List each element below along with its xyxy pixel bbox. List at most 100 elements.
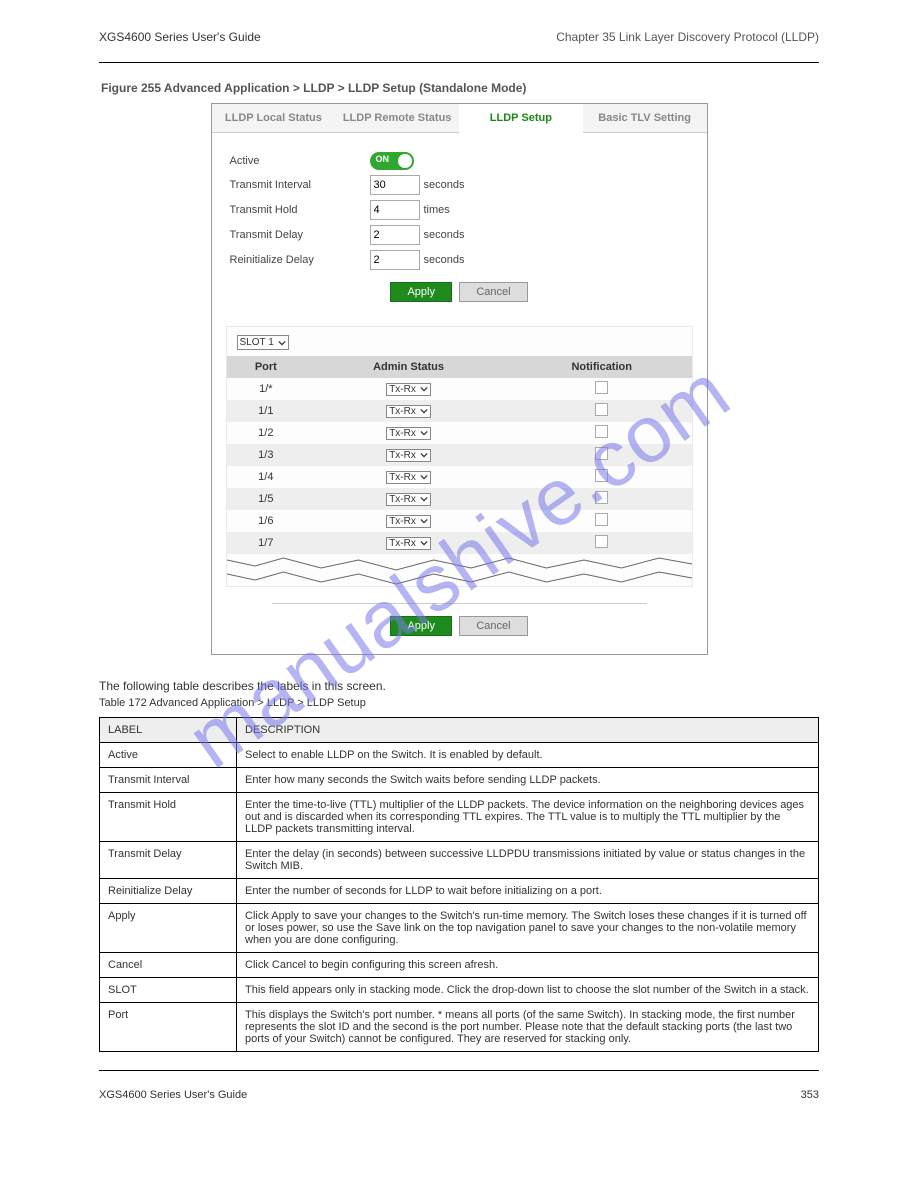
doc-desc-cell: This displays the Switch's port number. … <box>237 1003 819 1052</box>
table-row: 1/6 Tx-Rx <box>227 510 692 532</box>
notification-checkbox[interactable] <box>595 535 608 548</box>
chevron-down-icon <box>420 451 428 459</box>
admin-status-select[interactable]: Tx-Rx <box>386 515 431 528</box>
notification-checkbox[interactable] <box>595 469 608 482</box>
doc-label-cell: Port <box>100 1003 237 1052</box>
doc-row: Transmit DelayEnter the delay (in second… <box>100 842 819 879</box>
tab-basic-tlv[interactable]: Basic TLV Setting <box>583 104 707 133</box>
tab-lldp-setup[interactable]: LLDP Setup <box>459 104 583 133</box>
admin-status-select[interactable]: Tx-Rx <box>386 383 431 396</box>
doc-label-cell: SLOT <box>100 978 237 1003</box>
cancel-button[interactable]: Cancel <box>459 282 527 302</box>
table-row: 1/* Tx-Rx <box>227 378 692 400</box>
chevron-down-icon <box>420 429 428 437</box>
chevron-down-icon <box>420 539 428 547</box>
table-row: 1/7 Tx-Rx <box>227 532 692 554</box>
port-cell: 1/7 <box>227 532 306 554</box>
admin-status-select[interactable]: Tx-Rx <box>386 471 431 484</box>
doc-desc-cell: Select to enable LLDP on the Switch. It … <box>237 743 819 768</box>
slot-select[interactable]: SLOT 1 <box>237 335 289 350</box>
port-cell: 1/1 <box>227 400 306 422</box>
table-row: 1/5 Tx-Rx <box>227 488 692 510</box>
doc-desc-cell: Enter the time-to-live (TTL) multiplier … <box>237 793 819 842</box>
table-row: 1/1 Tx-Rx <box>227 400 692 422</box>
table-row: 1/3 Tx-Rx <box>227 444 692 466</box>
active-toggle[interactable]: ON <box>370 152 414 170</box>
doc-label-cell: Transmit Interval <box>100 768 237 793</box>
torn-edge-icon <box>227 554 692 586</box>
notification-checkbox[interactable] <box>595 447 608 460</box>
port-cell: 1/5 <box>227 488 306 510</box>
transmit-hold-unit: times <box>424 204 450 216</box>
chevron-down-icon <box>278 339 286 347</box>
doc-label-cell: Apply <box>100 904 237 953</box>
admin-status-select[interactable]: Tx-Rx <box>386 537 431 550</box>
tab-local-status[interactable]: LLDP Local Status <box>212 104 336 133</box>
cancel-button-bottom[interactable]: Cancel <box>459 616 527 636</box>
table-row: 1/4 Tx-Rx <box>227 466 692 488</box>
apply-button-bottom[interactable]: Apply <box>390 616 452 636</box>
doc-row: Reinitialize DelayEnter the number of se… <box>100 879 819 904</box>
notification-checkbox[interactable] <box>595 425 608 438</box>
doc-desc-cell: Enter how many seconds the Switch waits … <box>237 768 819 793</box>
table-row: 1/2Tx-Rx <box>227 422 692 444</box>
port-cell: 1/4 <box>227 466 306 488</box>
doc-label-cell: Active <box>100 743 237 768</box>
port-table-area: SLOT 1 Port Admin Status Notification 1/… <box>226 326 693 587</box>
doc-row: ApplyClick Apply to save your changes to… <box>100 904 819 953</box>
doc-label-cell: Reinitialize Delay <box>100 879 237 904</box>
transmit-interval-input[interactable] <box>370 175 420 195</box>
table-intro-text: The following table describes the labels… <box>99 679 819 693</box>
admin-status-select[interactable]: Tx-Rx <box>386 493 431 506</box>
transmit-delay-input[interactable] <box>370 225 420 245</box>
doc-th-desc: DESCRIPTION <box>237 718 819 743</box>
active-label: Active <box>230 155 370 167</box>
footer-divider <box>99 1070 819 1071</box>
port-cell: 1/* <box>227 378 306 400</box>
port-cell: 1/3 <box>227 444 306 466</box>
footer-page: 353 <box>801 1089 819 1101</box>
port-table: Port Admin Status Notification 1/*Tx-Rx1… <box>227 356 692 554</box>
col-admin: Admin Status <box>305 356 512 378</box>
slot-select-text: SLOT 1 <box>240 337 274 348</box>
notification-checkbox[interactable] <box>595 491 608 504</box>
reinit-delay-input[interactable] <box>370 250 420 270</box>
doc-row: Transmit HoldEnter the time-to-live (TTL… <box>100 793 819 842</box>
doc-th-label: LABEL <box>100 718 237 743</box>
tab-bar: LLDP Local Status LLDP Remote Status LLD… <box>212 104 707 133</box>
reinit-delay-label: Reinitialize Delay <box>230 254 370 266</box>
doc-desc-cell: Click Apply to save your changes to the … <box>237 904 819 953</box>
doc-desc-cell: Enter the delay (in seconds) between suc… <box>237 842 819 879</box>
transmit-delay-label: Transmit Delay <box>230 229 370 241</box>
doc-row: ActiveSelect to enable LLDP on the Switc… <box>100 743 819 768</box>
doc-label-cell: Transmit Hold <box>100 793 237 842</box>
toggle-text: ON <box>376 154 390 164</box>
transmit-hold-input[interactable] <box>370 200 420 220</box>
chevron-down-icon <box>420 517 428 525</box>
notification-checkbox[interactable] <box>595 403 608 416</box>
form-area: Active ON Transmit Interval seconds Tran… <box>212 133 707 326</box>
manual-title: XGS4600 Series User's Guide <box>99 30 261 44</box>
admin-status-select[interactable]: Tx-Rx <box>386 449 431 462</box>
doc-desc-cell: Click Cancel to begin configuring this s… <box>237 953 819 978</box>
apply-button[interactable]: Apply <box>390 282 452 302</box>
tab-remote-status[interactable]: LLDP Remote Status <box>335 104 459 133</box>
transmit-interval-label: Transmit Interval <box>230 179 370 191</box>
doc-label-cell: Transmit Delay <box>100 842 237 879</box>
notification-checkbox[interactable] <box>595 381 608 394</box>
header-divider <box>99 62 819 63</box>
port-cell: 1/6 <box>227 510 306 532</box>
col-port: Port <box>227 356 306 378</box>
doc-row: CancelClick Cancel to begin configuring … <box>100 953 819 978</box>
doc-label-cell: Cancel <box>100 953 237 978</box>
col-notification: Notification <box>512 356 692 378</box>
doc-row: SLOTThis field appears only in stacking … <box>100 978 819 1003</box>
admin-status-select[interactable]: Tx-Rx <box>386 405 431 418</box>
admin-status-select[interactable]: Tx-Rx <box>386 427 431 440</box>
doc-desc-cell: This field appears only in stacking mode… <box>237 978 819 1003</box>
notification-checkbox[interactable] <box>595 513 608 526</box>
screenshot-inner-divider <box>272 603 647 604</box>
table-caption: Table 172 Advanced Application > LLDP > … <box>99 697 819 709</box>
doc-desc-cell: Enter the number of seconds for LLDP to … <box>237 879 819 904</box>
chevron-down-icon <box>420 385 428 393</box>
